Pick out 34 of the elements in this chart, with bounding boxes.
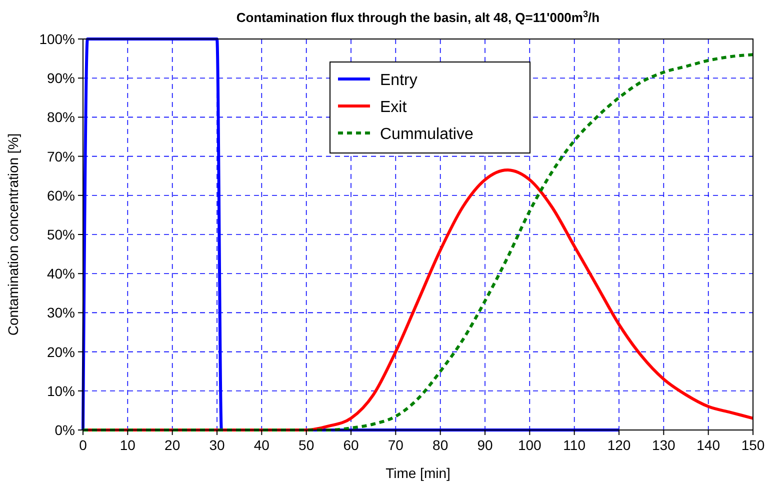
y-tick-label: 20% <box>46 344 75 360</box>
x-tick-label: 40 <box>254 437 270 453</box>
x-tick-label: 80 <box>432 437 448 453</box>
y-tick-label: 50% <box>46 226 75 242</box>
y-tick-label: 10% <box>46 382 75 399</box>
x-tick-label: 70 <box>388 437 404 453</box>
x-tick-label: 20 <box>164 437 180 453</box>
y-tick-label: 70% <box>46 148 75 164</box>
legend-label: Entry <box>380 72 418 89</box>
legend-label: Cummulative <box>380 126 474 143</box>
y-tick-label: 0% <box>54 422 75 438</box>
y-tick-label: 60% <box>46 187 75 204</box>
legend-label: Exit <box>380 99 408 116</box>
line-series <box>82 53 754 432</box>
x-tick-label: 110 <box>563 437 586 453</box>
x-tick-label: 130 <box>652 437 676 453</box>
x-tick-label: 60 <box>343 437 359 453</box>
x-tick-label: 140 <box>696 437 720 453</box>
y-tick-label: 100% <box>39 31 75 47</box>
y-tick-label: 30% <box>46 304 75 321</box>
x-tick-label: 50 <box>298 437 314 453</box>
x-tick-label: 100 <box>518 437 542 453</box>
y-tick-label: 90% <box>46 70 75 86</box>
y-axis-title: Contamination concentration [%] <box>5 133 21 336</box>
x-tick-label: 0 <box>79 437 88 453</box>
x-tick-label: 120 <box>607 437 631 453</box>
x-tick-label: 10 <box>120 437 136 453</box>
y-tick-label: 40% <box>46 266 75 282</box>
y-tick-label: 80% <box>46 109 75 126</box>
x-axis-title: Time [min] <box>386 465 450 481</box>
x-tick-label: 90 <box>477 437 493 453</box>
x-tick-label: 150 <box>741 437 765 453</box>
chart-title: Contamination flux through the basin, alt 48, Q=11'000m$^{3}$/h <box>236 9 600 25</box>
x-tick-label: 30 <box>209 437 225 453</box>
